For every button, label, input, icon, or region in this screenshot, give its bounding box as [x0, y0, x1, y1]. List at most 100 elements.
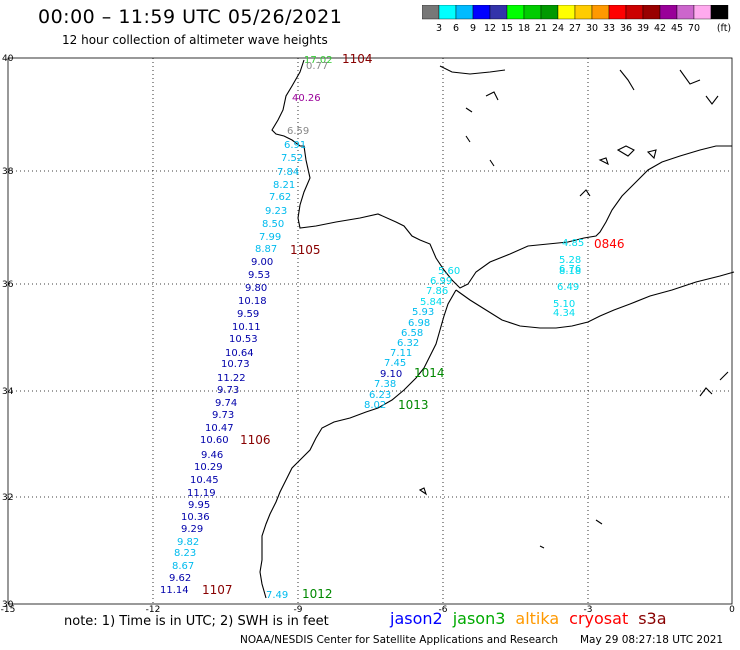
swh-value: 9.82 [177, 537, 199, 548]
swh-value: 4.34 [553, 308, 575, 319]
legend-label: 45 [671, 23, 683, 34]
swh-value: 10.73 [221, 359, 250, 370]
swh-value: 9.10 [380, 369, 402, 380]
satellite-name: cryosat [569, 609, 629, 628]
swh-value: 10.64 [225, 348, 254, 359]
satellite-name: jason3 [452, 609, 506, 628]
coastline [259, 59, 735, 599]
coastline-spain-south [467, 145, 732, 285]
pass-label: 1012 [302, 587, 333, 601]
lon-label: -6 [439, 605, 448, 615]
legend-label: 3 [436, 23, 442, 34]
swh-value: 6.59 [287, 126, 309, 137]
lat-label: 30 [2, 600, 14, 610]
swh-value: 7.84 [277, 167, 299, 178]
lat-label: 36 [2, 280, 14, 290]
legend-swatch [710, 5, 729, 20]
swh-value: 6.99 [430, 276, 452, 287]
pass-label: 1106 [240, 433, 271, 447]
swh-value: 17.02 [304, 55, 333, 66]
lon-label: 0 [729, 605, 735, 615]
swh-value: 0.77 [306, 61, 328, 72]
swh-value: 9.74 [215, 398, 237, 409]
lat-label: 32 [2, 493, 13, 503]
swh-value: 10.60 [200, 435, 229, 446]
swh-value: 10.29 [194, 462, 223, 473]
legend-label: 24 [552, 23, 564, 34]
satellite-legend: jason2 jason3 altika cryosat s3a [390, 609, 677, 628]
swh-labels: 17.020.77 40.26 6.59 6.91 7.52 7.84 8.217.62 9.… [160, 55, 584, 601]
lon-label: -9 [294, 605, 303, 615]
swh-value: 4.85 [562, 238, 584, 249]
coastline-portugal [271, 59, 469, 289]
lon-label: -15 [1, 605, 16, 615]
legend-label: 30 [586, 23, 598, 34]
lat-label: 34 [2, 387, 14, 397]
pass-labels: 1104 1105 1106 1107 1012 1013 1014 0846 [202, 52, 625, 601]
swh-value: 9.73 [212, 410, 234, 421]
satellite-name: jason2 [390, 609, 443, 628]
pass-label: 1014 [414, 366, 445, 380]
swh-value: 7.99 [259, 232, 281, 243]
lon-label: -12 [146, 605, 161, 615]
coastline-balearics [598, 145, 657, 166]
swh-value: 9.23 [265, 206, 287, 217]
generated-time: May 29 08:27:18 UTC 2021 [580, 634, 724, 646]
footer-note: note: 1) Time is in UTC; 2) SWH is in fe… [64, 614, 329, 629]
swh-value: 6.76 [559, 264, 581, 275]
swh-value: 7.11 [390, 348, 412, 359]
swh-value: 7.49 [266, 590, 288, 601]
legend-label: 6 [453, 23, 459, 34]
lat-label: 38 [2, 167, 14, 177]
legend-label: 21 [535, 23, 547, 34]
lat-lon-grid [7, 57, 733, 605]
pass-label: 1013 [398, 398, 429, 412]
swh-value: 6.91 [284, 140, 306, 151]
coastline-north-africa [455, 271, 735, 329]
legend-label: 9 [470, 23, 476, 34]
swh-value: 8.18 [559, 266, 581, 277]
legend-label: 42 [654, 23, 666, 34]
legend-label: 33 [603, 23, 615, 34]
swh-value: 5.93 [412, 307, 434, 318]
swh-value: 9.00 [251, 257, 273, 268]
swh-value: 7.52 [281, 153, 303, 164]
legend-label: 27 [569, 23, 581, 34]
swh-value: 6.23 [369, 390, 391, 401]
swh-value: 8.21 [273, 180, 295, 191]
legend-label: 18 [518, 23, 530, 34]
swh-value: 10.53 [229, 334, 258, 345]
map-subtitle: 12 hour collection of altimeter wave hei… [62, 33, 328, 47]
pass-label: 0846 [594, 237, 625, 251]
map-title: 00:00 – 11:59 UTC 05/26/2021 [38, 6, 343, 28]
swh-value: 11.19 [187, 488, 216, 499]
swh-value: 11.22 [217, 373, 246, 384]
coastline-north [439, 65, 719, 105]
legend-unit: (ft) [717, 23, 731, 34]
coastline-morocco [259, 289, 457, 599]
swh-value: 5.10 [553, 299, 575, 310]
swh-value: 11.14 [160, 585, 189, 596]
swh-value: 7.62 [269, 192, 291, 203]
swh-value: 40.26 [292, 93, 321, 104]
swh-value: 10.36 [181, 512, 210, 523]
swh-value: 5.84 [420, 297, 442, 308]
credit-text: NOAA/NESDIS Center for Satellite Applica… [240, 634, 558, 646]
swh-value: 10.18 [238, 296, 267, 307]
swh-value: 6.58 [401, 328, 423, 339]
pass-label: 1105 [290, 243, 321, 257]
swh-value: 8.67 [172, 561, 194, 572]
legend-label: 70 [688, 23, 700, 34]
swh-value: 8.02 [364, 400, 386, 411]
swh-value: 9.80 [245, 283, 267, 294]
swh-value: 6.98 [408, 318, 430, 329]
swh-value: 5.28 [559, 255, 581, 266]
satellite-name: s3a [638, 609, 667, 628]
legend-label: 36 [620, 23, 632, 34]
legend-label: 12 [484, 23, 496, 34]
satellite-name: altika [515, 609, 560, 628]
swh-value: 9.46 [201, 450, 223, 461]
swh-value: 5.60 [438, 266, 460, 277]
lon-label: -3 [584, 605, 593, 615]
